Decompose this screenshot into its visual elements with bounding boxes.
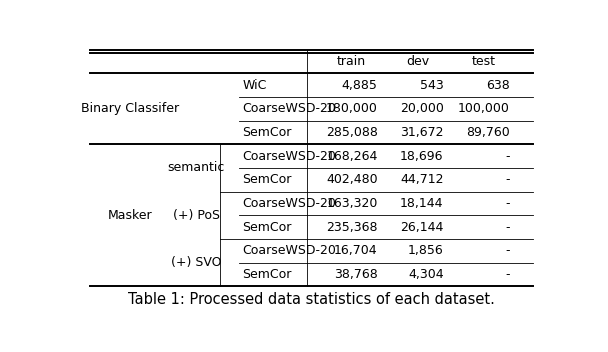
Text: 638: 638 — [486, 79, 510, 92]
Text: semantic: semantic — [167, 162, 225, 175]
Text: 26,144: 26,144 — [400, 221, 444, 234]
Text: 1,856: 1,856 — [408, 244, 444, 257]
Text: 4,885: 4,885 — [342, 79, 378, 92]
Text: 100,000: 100,000 — [458, 102, 510, 115]
Text: CoarseWSD-20: CoarseWSD-20 — [243, 197, 336, 210]
Text: 16,704: 16,704 — [334, 244, 378, 257]
Text: 4,304: 4,304 — [408, 268, 444, 281]
Text: -: - — [505, 244, 510, 257]
Text: 18,144: 18,144 — [400, 197, 444, 210]
Text: SemCor: SemCor — [243, 126, 292, 139]
Text: -: - — [505, 221, 510, 234]
Text: 31,672: 31,672 — [400, 126, 444, 139]
Text: -: - — [505, 268, 510, 281]
Text: 180,000: 180,000 — [326, 102, 378, 115]
Text: Table 1: Processed data statistics of each dataset.: Table 1: Processed data statistics of ea… — [128, 291, 495, 307]
Text: 89,760: 89,760 — [466, 126, 510, 139]
Text: WiC: WiC — [243, 79, 267, 92]
Text: 543: 543 — [420, 79, 444, 92]
Text: 163,320: 163,320 — [326, 197, 378, 210]
Text: CoarseWSD-20: CoarseWSD-20 — [243, 102, 336, 115]
Text: train: train — [337, 55, 366, 68]
Text: CoarseWSD-20: CoarseWSD-20 — [243, 244, 336, 257]
Text: CoarseWSD-20: CoarseWSD-20 — [243, 150, 336, 163]
Text: -: - — [505, 173, 510, 186]
Text: Masker: Masker — [108, 209, 153, 222]
Text: 402,480: 402,480 — [326, 173, 378, 186]
Text: 235,368: 235,368 — [326, 221, 378, 234]
Text: -: - — [505, 197, 510, 210]
Text: (+) PoS: (+) PoS — [173, 209, 219, 222]
Text: 38,768: 38,768 — [334, 268, 378, 281]
Text: SemCor: SemCor — [243, 221, 292, 234]
Text: Binary Classifer: Binary Classifer — [81, 102, 179, 115]
Text: 20,000: 20,000 — [399, 102, 444, 115]
Text: test: test — [472, 55, 496, 68]
Text: 168,264: 168,264 — [326, 150, 378, 163]
Text: 44,712: 44,712 — [400, 173, 444, 186]
Text: -: - — [505, 150, 510, 163]
Text: SemCor: SemCor — [243, 173, 292, 186]
Text: 18,696: 18,696 — [400, 150, 444, 163]
Text: 285,088: 285,088 — [326, 126, 378, 139]
Text: (+) SVO: (+) SVO — [171, 256, 221, 269]
Text: dev: dev — [406, 55, 429, 68]
Text: SemCor: SemCor — [243, 268, 292, 281]
